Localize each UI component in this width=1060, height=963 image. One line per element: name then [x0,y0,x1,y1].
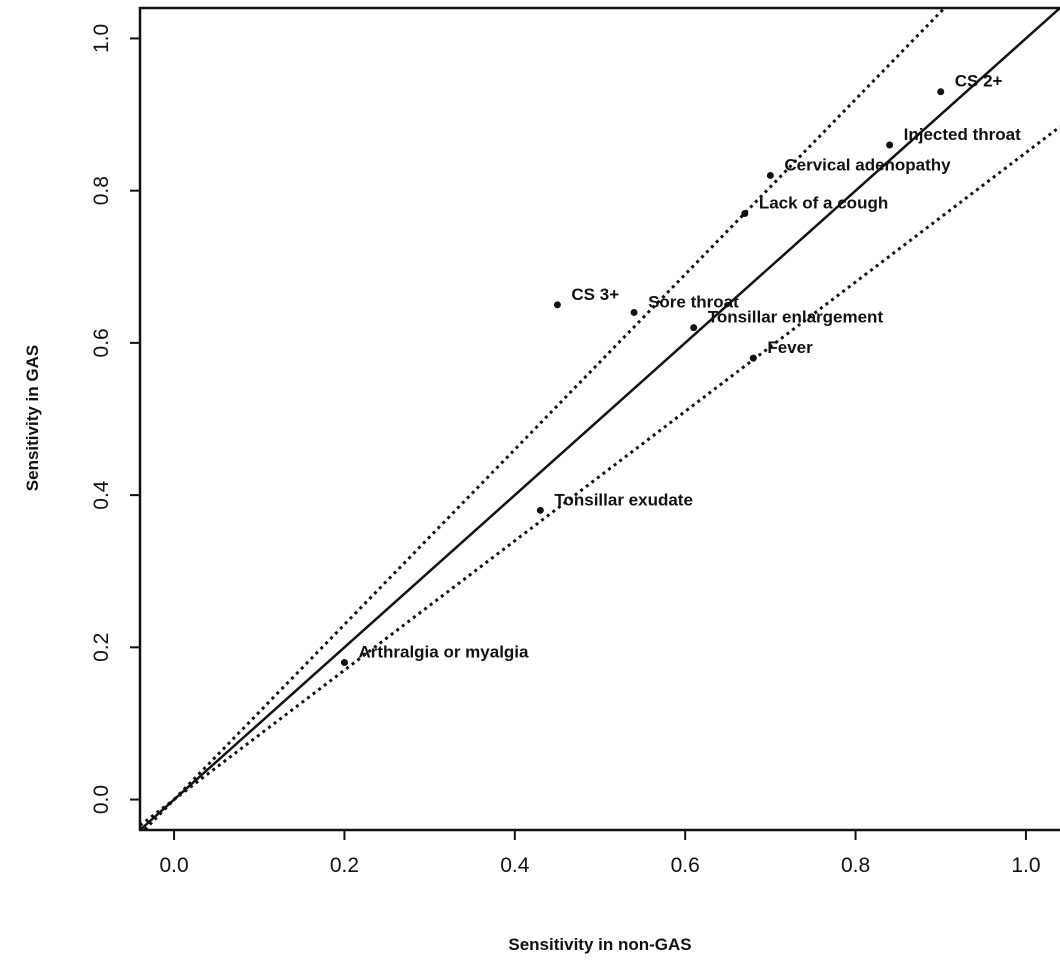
point [741,210,748,217]
y-tick-label: 1.0 [90,24,113,53]
point-label: Fever [767,338,813,357]
y-axis-title: Sensitivity in GAS [23,345,42,491]
point [767,172,774,179]
x-tick-label: 0.4 [500,854,530,877]
point [341,659,348,666]
point-label: Lack of a cough [759,194,888,213]
point-label: Tonsillar enlargement [708,308,884,327]
y-tick-label: 0.4 [90,480,113,510]
x-tick-label: 0.8 [841,854,870,877]
chart: Sensitivity in non-GAS Sensitivity in GA… [0,0,1060,963]
point [554,301,561,308]
y-tick-label: 0.2 [90,633,113,662]
page: Sensitivity in non-GAS Sensitivity in GA… [0,0,1060,963]
y-tick-label: 0.6 [90,328,113,357]
y-tick-label: 0.0 [90,785,113,814]
point-label: Injected throat [904,125,1021,144]
x-tick-label: 0.2 [330,854,359,877]
point [631,309,638,316]
point-label: Tonsillar exudate [554,490,693,509]
point-label: Cervical adenopathy [784,155,951,174]
point [690,324,697,331]
point [937,88,944,95]
point [537,507,544,514]
point-label: CS 3+ [571,285,619,304]
x-axis-title: Sensitivity in non-GAS [508,935,691,954]
reference-line [140,127,1060,826]
point-label: Arthralgia or myalgia [358,643,529,662]
y-tick-label: 0.8 [90,176,113,205]
x-tick-label: 0.0 [159,854,188,877]
x-tick-label: 0.6 [671,854,700,877]
point-label: CS 2+ [955,72,1003,91]
point [886,142,893,149]
x-tick-label: 1.0 [1011,854,1040,877]
point [750,355,757,362]
